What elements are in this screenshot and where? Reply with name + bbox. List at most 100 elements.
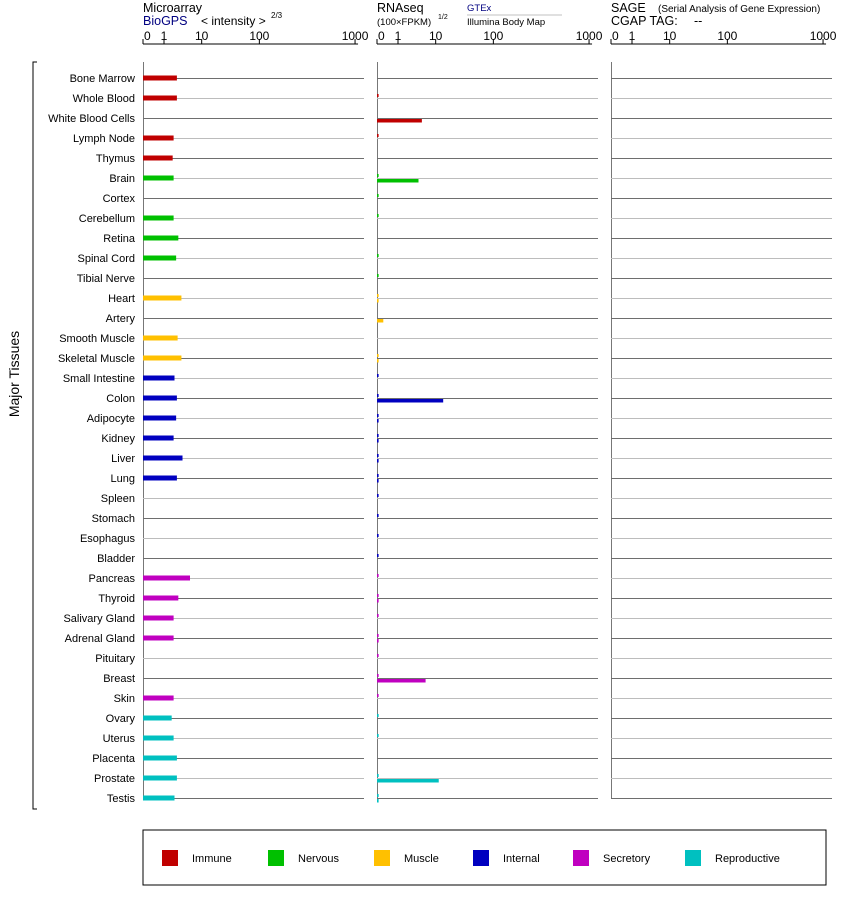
tissue-label: Spleen [101,493,135,505]
gtex-bar [377,194,379,197]
fpkm-exponent: 1/2 [438,14,448,21]
tissue-label: Placenta [92,753,136,765]
microarray-tick-label: 100 [249,29,269,43]
illumina-bar [377,459,379,463]
gtex-link[interactable]: GTEx [467,3,492,14]
microarray-bar [143,795,175,801]
tissue-label: Artery [106,313,136,325]
sage-tick-label: 10 [663,29,677,43]
biogps-link[interactable]: BioGPS [143,14,187,28]
tissue-label: Adipocyte [87,413,135,425]
gtex-bar [377,174,379,177]
microarray-bar [143,615,174,621]
illumina-bar [377,679,426,683]
tissue-label: Breast [103,673,135,685]
microarray-bar [143,135,174,141]
gtex-bar [377,594,379,597]
y-axis-label: Major Tissues [6,331,22,417]
microarray-bars [143,75,191,801]
tissue-label: Colon [106,393,135,405]
tissue-label: Uterus [103,733,136,745]
tissue-label: Salivary Gland [63,613,135,625]
tissue-label: Bone Marrow [70,73,135,85]
tissue-label: Stomach [92,513,135,525]
microarray-bar [143,455,183,461]
illumina-bar [377,479,379,483]
microarray-bar [143,635,174,641]
illumina-bar [377,359,379,363]
illumina-bar [377,319,384,323]
illumina-bar [377,639,379,643]
microarray-bar [143,175,174,181]
gtex-bar [377,734,379,737]
gtex-bar [377,214,379,217]
rnaseq-tick-label: 0 [378,29,385,43]
tissue-label: Adrenal Gland [65,633,135,645]
gtex-bar [377,574,379,577]
tissue-label: Thyroid [98,593,135,605]
legend-label: Reproductive [715,853,780,865]
rnaseq-panel: 0 1 10 100 1000 [376,29,603,799]
tissue-label: White Blood Cells [48,113,135,125]
sage-tick-label: 100 [717,29,737,43]
tissue-label: Cerebellum [79,213,135,225]
microarray-bar [143,415,177,421]
gtex-bar [377,274,379,277]
gtex-bar [377,494,379,497]
illumina-bar [377,779,439,783]
gtex-bar [377,794,379,797]
legend-swatch [374,850,390,866]
microarray-panel: 0 1 10 100 1000 [142,29,369,799]
illumina-bar [377,419,379,423]
tissue-label: Pancreas [89,573,136,585]
intensity-exponent: 2/3 [271,11,283,20]
tissue-label: Bladder [97,553,135,565]
microarray-bar [143,375,175,381]
microarray-bar [143,575,191,581]
sage-title: SAGE [611,1,646,15]
tissue-label: Cortex [103,193,136,205]
sage-tick-label: 1000 [810,29,837,43]
tissue-label: Pituitary [95,653,135,665]
row-labels: Bone Marrow Whole Blood White Blood Cells L… [48,73,136,805]
microarray-bar [143,155,173,161]
legend: Immune Nervous Muscle Internal Secretory Repr… [162,850,780,866]
microarray-bar [143,335,178,341]
gtex-bar [377,134,379,137]
tissue-label: Thymus [96,153,136,165]
gtex-bar [377,554,379,557]
legend-swatch [573,850,589,866]
gtex-bar [377,694,379,697]
tissue-label: Skin [114,693,135,705]
gtex-bar [377,254,379,257]
microarray-bar [143,475,177,481]
sage-subtitle: (Serial Analysis of Gene Expression) [658,4,820,15]
gtex-bar [377,94,379,97]
legend-label: Secretory [603,853,651,865]
microarray-bar [143,715,172,721]
cgap-label: CGAP TAG: [611,14,678,28]
legend-swatch [685,850,701,866]
tissue-bracket [32,61,37,810]
tissue-label: Prostate [94,773,135,785]
tissue-label: Skeletal Muscle [58,353,135,365]
sage-panel: 0 1 10 100 1000 [610,29,837,799]
gtex-bar [377,674,379,677]
gtex-bar [377,414,379,417]
legend-swatch [162,850,178,866]
microarray-tick-label: 1 [161,29,168,43]
microarray-tick-label: 0 [144,29,151,43]
gtex-bar [377,534,379,537]
illumina-bar [377,599,379,603]
microarray-bar [143,775,177,781]
legend-swatch [473,850,489,866]
illumina-bar [377,119,422,123]
microarray-bar [143,255,177,261]
legend-label: Nervous [298,853,339,865]
tissue-label: Liver [111,453,135,465]
tissue-label: Spinal Cord [78,253,135,265]
microarray-tick-label: 10 [195,29,209,43]
tissue-label: Whole Blood [73,93,135,105]
gtex-bar [377,714,379,717]
